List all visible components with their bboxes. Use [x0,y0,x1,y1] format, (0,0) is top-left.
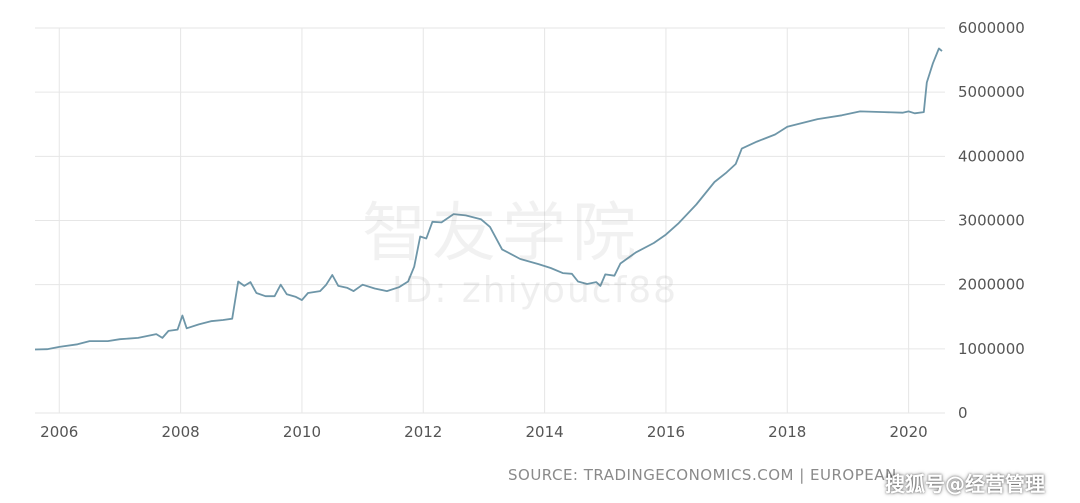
x-tick-label: 2020 [890,423,928,441]
y-tick-label: 1000000 [958,340,1025,358]
y-tick-label: 6000000 [958,19,1025,37]
x-tick-label: 2006 [40,423,78,441]
x-tick-label: 2008 [162,423,200,441]
x-axis-ticks: 2006 2008 2010 2012 2014 2016 2018 2020 [40,423,928,441]
x-tick-label: 2010 [283,423,321,441]
grid-lines [35,27,945,414]
source-footer: SOURCE: TRADINGECONOMICS.COM | EUROPEAN [508,466,897,484]
sohu-account-watermark: 搜狐号@经营管理 [885,472,1045,496]
x-tick-label: 2012 [404,423,442,441]
y-tick-label: 5000000 [958,83,1025,101]
y-tick-label: 2000000 [958,276,1025,294]
watermark-chinese-text: 智友学院 [362,197,642,271]
x-tick-label: 2018 [768,423,806,441]
y-tick-label: 3000000 [958,212,1025,230]
x-tick-label: 2016 [647,423,685,441]
y-tick-label: 4000000 [958,147,1025,165]
series-line [34,47,943,351]
y-tick-label: 0 [958,404,968,422]
series-layer [34,47,943,351]
x-tick-label: 2014 [526,423,564,441]
y-axis-ticks: 0 1000000 2000000 3000000 4000000 5000000 6000… [958,19,1025,422]
watermark-id-text: ID: zhiyoucf88 [392,270,679,311]
